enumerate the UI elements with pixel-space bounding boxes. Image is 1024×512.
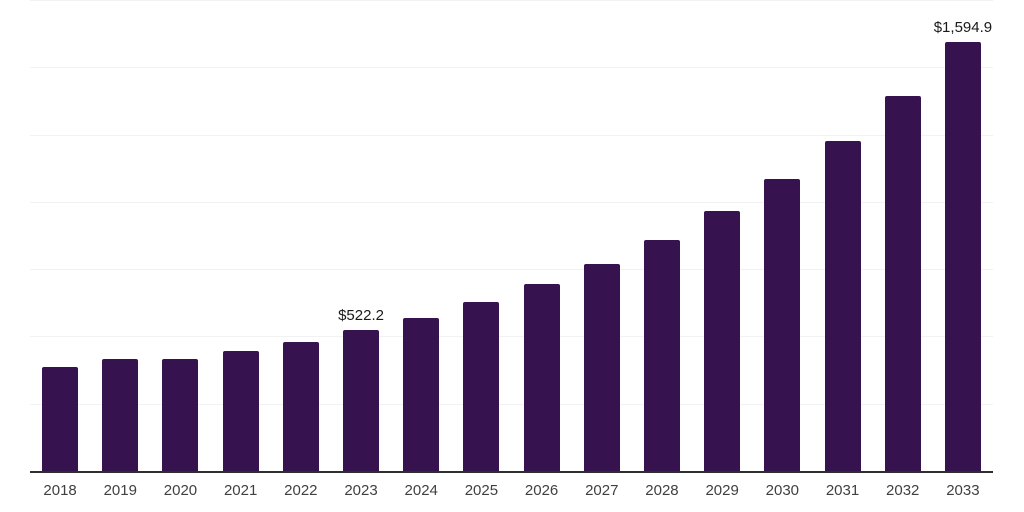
plot-area: $522.2 $1,594.9 [30, 0, 993, 473]
gridline-1500 [30, 67, 993, 69]
gridline-250 [30, 403, 993, 405]
x-tick-label-2020: 2020 [163, 482, 198, 499]
x-tick-label-2024: 2024 [404, 482, 438, 499]
x-tick-label-2022: 2022 [284, 482, 318, 499]
x-tick-label-2021: 2021 [223, 482, 258, 499]
bar-2025[interactable] [463, 302, 500, 471]
bar-2022[interactable] [282, 341, 319, 471]
bar-2020[interactable] [162, 359, 199, 471]
value-label-2023: $522.2 [338, 307, 384, 325]
bar-2026[interactable] [523, 283, 560, 471]
bar-2033[interactable] [944, 41, 981, 471]
bar-2027[interactable] [583, 263, 620, 471]
x-tick-label-2026: 2026 [524, 482, 559, 499]
x-tick-label-2025: 2025 [464, 482, 499, 499]
bar-2023[interactable] [343, 330, 380, 471]
bar-2024[interactable] [403, 317, 440, 471]
x-tick-label-2028: 2028 [645, 482, 679, 499]
gridline-1000 [30, 201, 993, 203]
x-tick-label-2033: 2033 [946, 482, 980, 499]
x-tick-label-2018: 2018 [43, 482, 77, 499]
bar-2018[interactable] [42, 366, 79, 471]
bar-2028[interactable] [643, 239, 680, 471]
x-tick-label-2027: 2027 [585, 482, 619, 499]
x-tick-label-2019: 2019 [103, 482, 137, 499]
x-tick-label-2023: 2023 [344, 482, 378, 499]
value-label-2033: $1,594.9 [933, 18, 993, 36]
gridline-1750 [30, 0, 993, 1]
bar-2031[interactable] [824, 141, 861, 471]
x-tick-label-2029: 2029 [705, 482, 739, 499]
bar-2029[interactable] [704, 211, 741, 471]
bar-2021[interactable] [222, 350, 259, 471]
bar-2030[interactable] [764, 179, 801, 471]
bar-2019[interactable] [102, 358, 139, 471]
bar-2032[interactable] [884, 95, 921, 471]
x-axis: 2018 2019 2020 2021 2022 2023 2024 2025 2026 2027… [30, 473, 993, 512]
x-tick-label-2032: 2032 [886, 482, 920, 499]
x-tick-label-2030: 2030 [765, 482, 800, 499]
x-tick-label-2031: 2031 [825, 482, 860, 499]
gridline-1250 [30, 134, 993, 136]
gridline-500 [30, 336, 993, 338]
gridline-750 [30, 269, 993, 271]
